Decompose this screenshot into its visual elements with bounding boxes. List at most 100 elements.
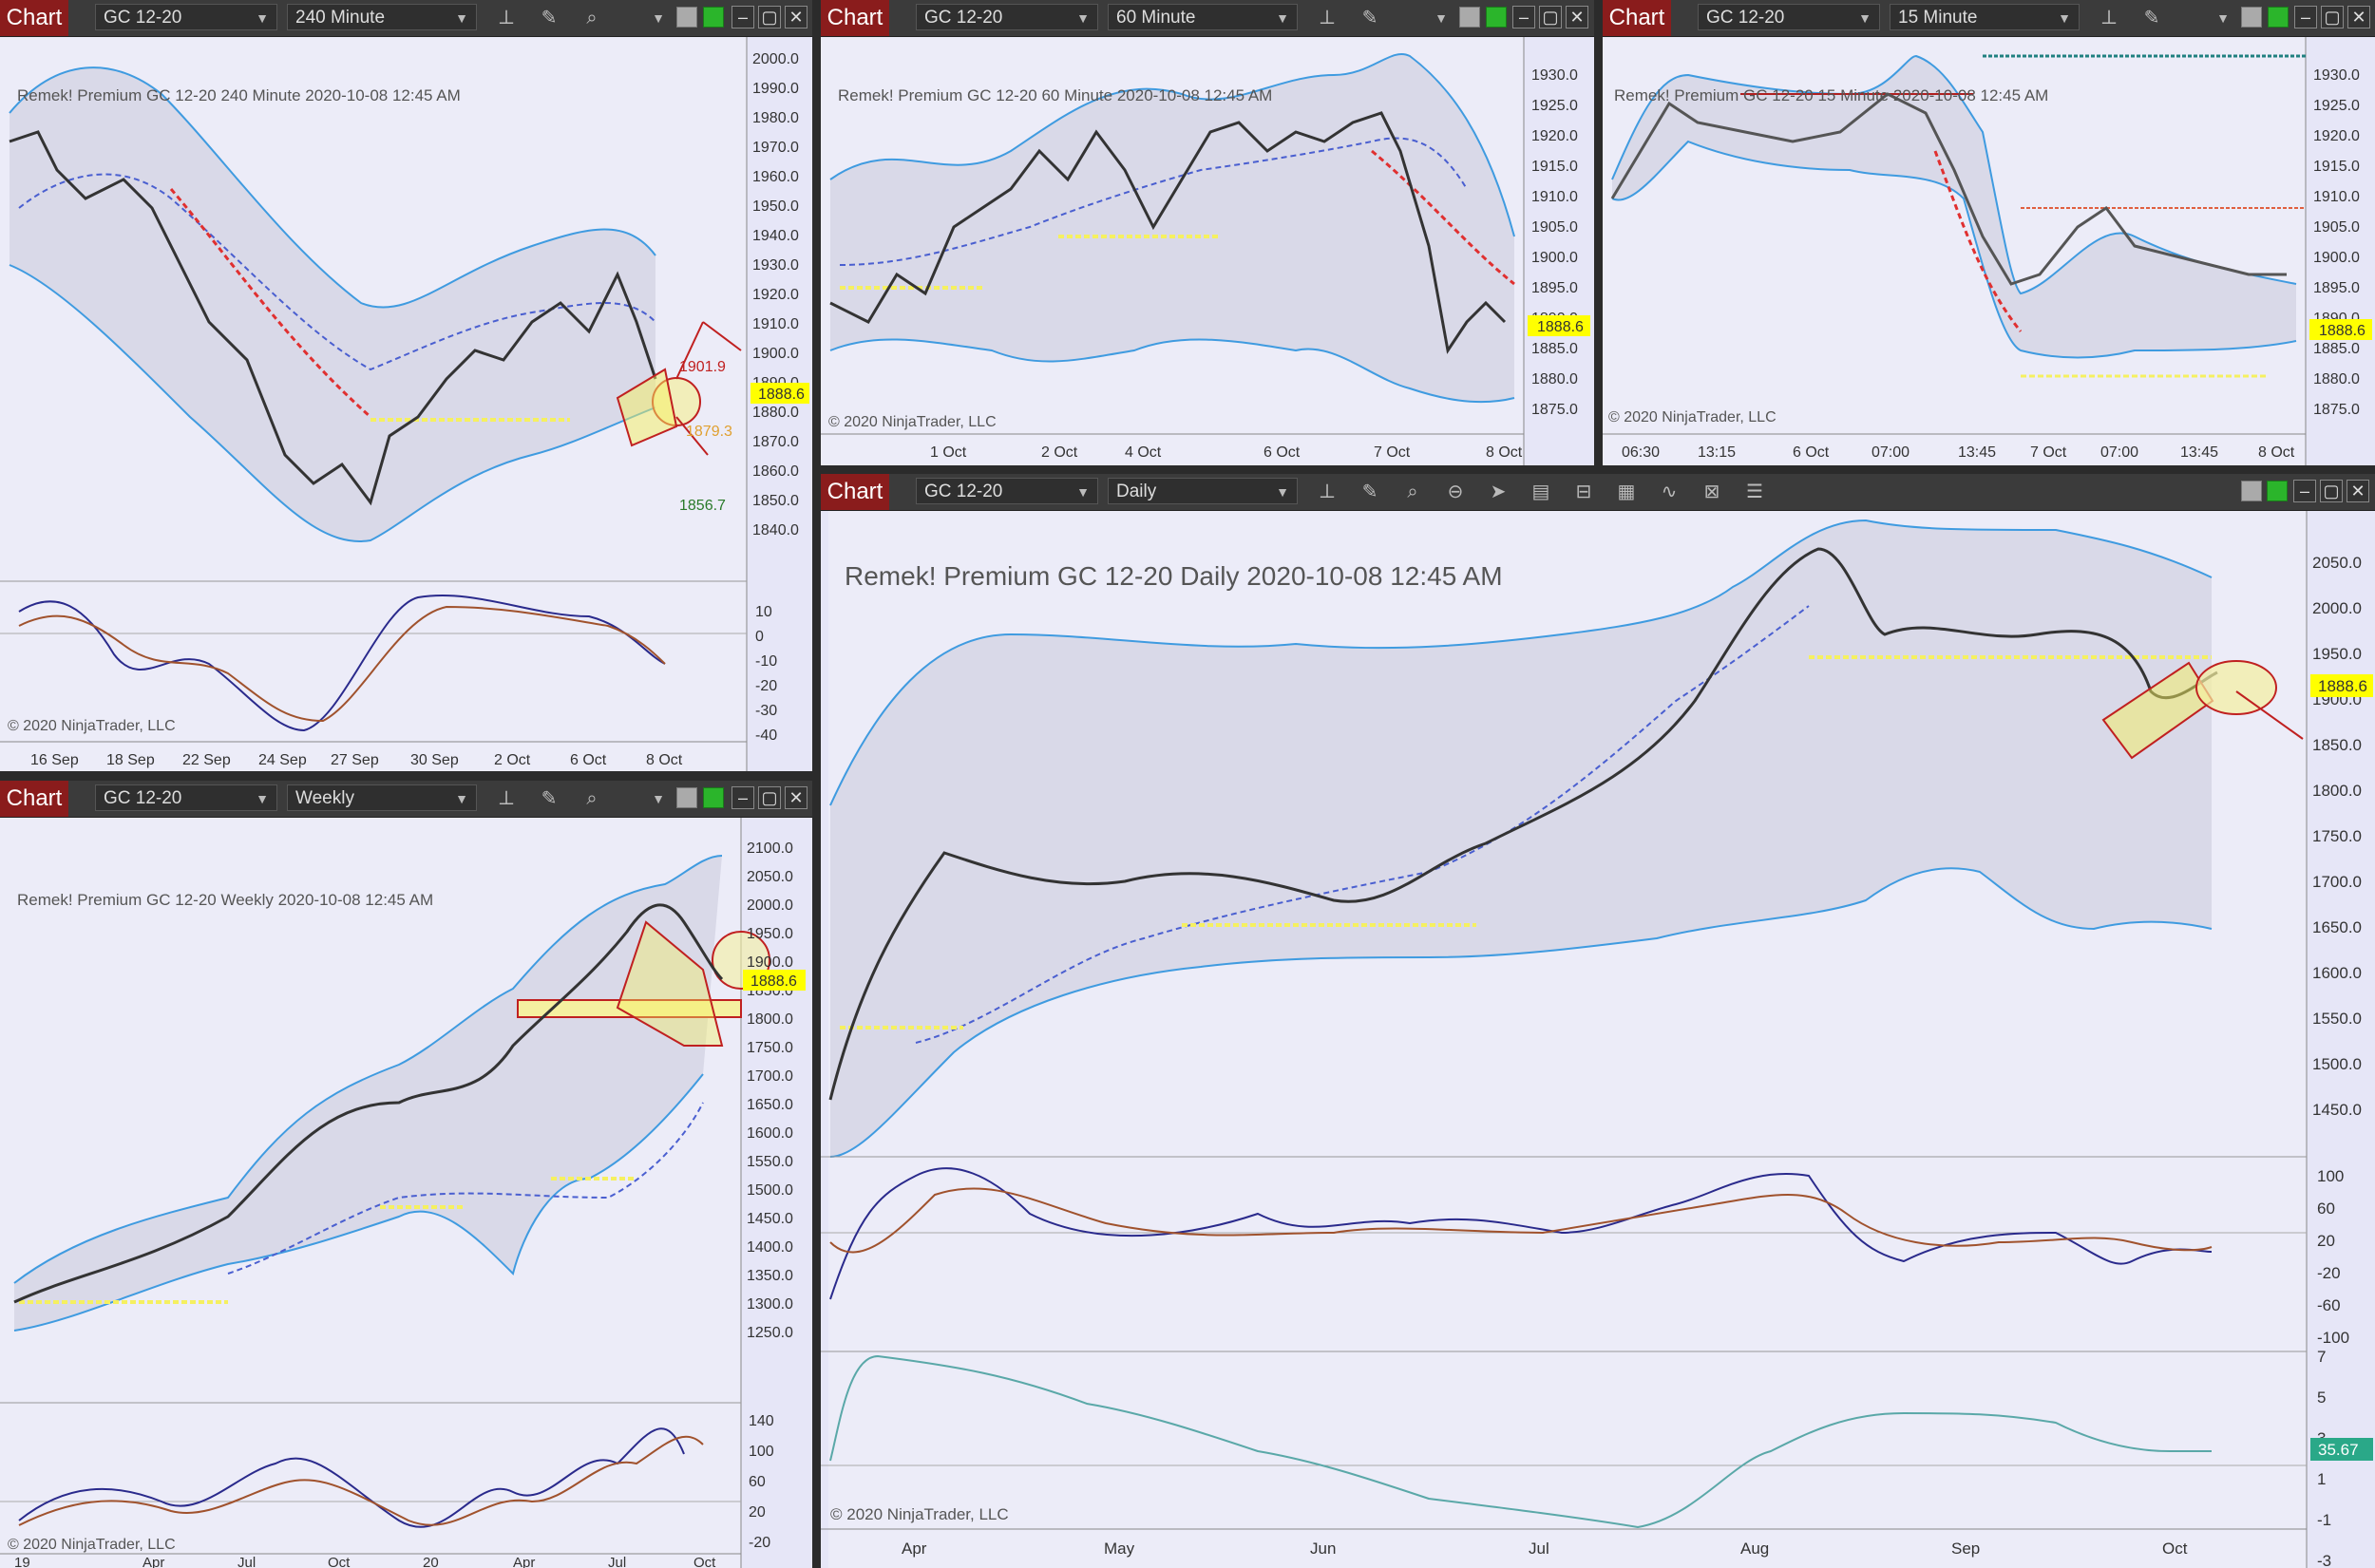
instrument-selector[interactable]: GC 12-20 ▼ — [95, 784, 277, 811]
svg-text:13:15: 13:15 — [1698, 444, 1736, 461]
green-square-icon[interactable] — [1486, 7, 1507, 28]
close-icon[interactable]: ✕ — [1566, 6, 1588, 28]
interval-selector[interactable]: 15 Minute ▼ — [1890, 4, 2080, 30]
instrument-selector[interactable]: GC 12-20 ▼ — [916, 478, 1098, 504]
gray-square-icon[interactable] — [2241, 481, 2262, 501]
zoom-icon[interactable]: ⌕ — [586, 8, 598, 28]
list-icon[interactable]: ☰ — [1746, 482, 1763, 502]
properties-icon[interactable]: ⊟ — [1575, 482, 1592, 502]
pencil-icon[interactable]: ✎ — [541, 8, 558, 28]
chart-tab[interactable]: Chart — [0, 781, 68, 817]
strategy-icon[interactable]: ∿ — [1661, 482, 1678, 502]
chevron-down-icon[interactable]: ▼ — [1434, 10, 1448, 26]
indicators-icon[interactable]: ▦ — [1617, 482, 1636, 502]
chart-canvas[interactable]: Remek! Premium GC 12-20 15 Minute 2020-1… — [1603, 37, 2375, 465]
maximize-icon[interactable]: ▢ — [1539, 6, 1562, 28]
minimize-icon[interactable]: – — [732, 786, 754, 809]
instrument-selector[interactable]: GC 12-20 ▼ — [95, 4, 277, 30]
instrument-selector[interactable]: GC 12-20 ▼ — [916, 4, 1098, 30]
chart-toolbar: Chart GC 12-20 ▼ Daily ▼ 𝍥 ✎ ⌕ ⊖ ➤ ▤ ⊟ ▦ ∿… — [821, 474, 2375, 511]
chevron-down-icon[interactable]: ▼ — [652, 791, 665, 806]
chart-tab[interactable]: Chart — [821, 474, 889, 510]
svg-text:1 Oct: 1 Oct — [930, 444, 967, 461]
last-price-badge — [2310, 674, 2373, 697]
bars-icon[interactable]: 𝍥 — [1319, 8, 1336, 28]
chart-tab[interactable]: Chart — [821, 0, 889, 36]
close-icon[interactable]: ✕ — [785, 6, 808, 28]
instrument-selector[interactable]: GC 12-20 ▼ — [1698, 4, 1880, 30]
svg-text:1910.0: 1910.0 — [752, 316, 799, 332]
gray-square-icon[interactable] — [676, 7, 697, 28]
maximize-icon[interactable]: ▢ — [2320, 480, 2343, 502]
green-square-icon[interactable] — [703, 787, 724, 808]
maximize-icon[interactable]: ▢ — [758, 6, 781, 28]
pencil-icon[interactable]: ✎ — [1361, 482, 1378, 502]
bars-icon[interactable]: 𝍥 — [2100, 8, 2118, 28]
svg-text:100: 100 — [749, 1444, 774, 1460]
maximize-icon[interactable]: ▢ — [2321, 6, 2344, 28]
chart-canvas[interactable]: Remek! Premium GC 12-20 Daily 2020-10-08… — [821, 511, 2375, 1568]
svg-text:2000.0: 2000.0 — [747, 897, 793, 914]
chevron-down-icon[interactable]: ▼ — [652, 10, 665, 26]
annotation-mid: 1879.3 — [686, 424, 732, 440]
bars-icon[interactable]: 𝍥 — [498, 8, 515, 28]
svg-text:Apr: Apr — [142, 1555, 164, 1568]
pointer-icon[interactable]: ➤ — [1490, 482, 1507, 502]
svg-text:6 Oct: 6 Oct — [1793, 444, 1830, 461]
chevron-down-icon: ▼ — [455, 791, 468, 806]
svg-text:1885.0: 1885.0 — [1531, 341, 1578, 357]
interval-selector[interactable]: Weekly ▼ — [287, 784, 477, 811]
gray-square-icon[interactable] — [2241, 7, 2262, 28]
svg-text:1860.0: 1860.0 — [752, 463, 799, 480]
svg-text:1940.0: 1940.0 — [752, 228, 799, 244]
svg-text:1915.0: 1915.0 — [2313, 159, 2360, 175]
green-square-icon[interactable] — [2267, 481, 2288, 501]
pencil-icon[interactable]: ✎ — [1361, 8, 1378, 28]
chart-tab[interactable]: Chart — [0, 0, 68, 36]
green-square-icon[interactable] — [703, 7, 724, 28]
gray-square-icon[interactable] — [676, 787, 697, 808]
interval-selector[interactable]: 60 Minute ▼ — [1108, 4, 1298, 30]
svg-text:18 Sep: 18 Sep — [106, 752, 155, 768]
bars-icon[interactable]: 𝍥 — [1319, 482, 1336, 502]
gray-square-icon[interactable] — [1459, 7, 1480, 28]
chart-tab[interactable]: Chart — [1603, 0, 1671, 36]
copyright: © 2020 NinjaTrader, LLC — [830, 1505, 1009, 1523]
minimize-icon[interactable]: – — [2293, 480, 2316, 502]
svg-text:1990.0: 1990.0 — [752, 81, 799, 97]
zoom-icon[interactable]: ⌕ — [1407, 482, 1418, 502]
zoom-out-icon[interactable]: ⊖ — [1447, 482, 1464, 502]
svg-text:1925.0: 1925.0 — [1531, 98, 1578, 114]
chart-canvas[interactable]: Remek! Premium GC 12-20 Weekly 2020-10-0… — [0, 818, 812, 1568]
interval-selector[interactable]: 240 Minute ▼ — [287, 4, 477, 30]
chart-trader-icon[interactable]: ⊠ — [1703, 482, 1720, 502]
chevron-down-icon: ▼ — [256, 10, 269, 26]
minimize-icon[interactable]: – — [732, 6, 754, 28]
interval-selector[interactable]: Daily ▼ — [1108, 478, 1298, 504]
svg-text:1700.0: 1700.0 — [747, 1068, 793, 1085]
svg-text:1875.0: 1875.0 — [1531, 402, 1578, 418]
svg-text:1905.0: 1905.0 — [1531, 219, 1578, 236]
pencil-icon[interactable]: ✎ — [541, 788, 558, 809]
close-icon[interactable]: ✕ — [2347, 6, 2370, 28]
bars-icon[interactable]: 𝍥 — [498, 788, 515, 809]
chevron-down-icon[interactable]: ▼ — [2216, 10, 2230, 26]
svg-text:1250.0: 1250.0 — [747, 1325, 793, 1341]
close-icon[interactable]: ✕ — [2346, 480, 2369, 502]
svg-text:Jul: Jul — [1529, 1540, 1549, 1558]
svg-text:6 Oct: 6 Oct — [1264, 444, 1301, 461]
minimize-icon[interactable]: – — [1512, 6, 1535, 28]
svg-text:1930.0: 1930.0 — [1531, 67, 1578, 84]
svg-text:1900.0: 1900.0 — [752, 346, 799, 362]
svg-text:1950.0: 1950.0 — [2312, 645, 2362, 663]
pencil-icon[interactable]: ✎ — [2143, 8, 2160, 28]
minimize-icon[interactable]: – — [2294, 6, 2317, 28]
close-icon[interactable]: ✕ — [785, 786, 808, 809]
green-square-icon[interactable] — [2268, 7, 2289, 28]
maximize-icon[interactable]: ▢ — [758, 786, 781, 809]
annotation-upper: 1901.9 — [679, 359, 726, 375]
chart-canvas[interactable]: Remek! Premium GC 12-20 240 Minute 2020-… — [0, 37, 812, 771]
data-box-icon[interactable]: ▤ — [1531, 482, 1550, 502]
chart-canvas[interactable]: Remek! Premium GC 12-20 60 Minute 2020-1… — [821, 37, 1594, 465]
zoom-icon[interactable]: ⌕ — [586, 788, 598, 809]
